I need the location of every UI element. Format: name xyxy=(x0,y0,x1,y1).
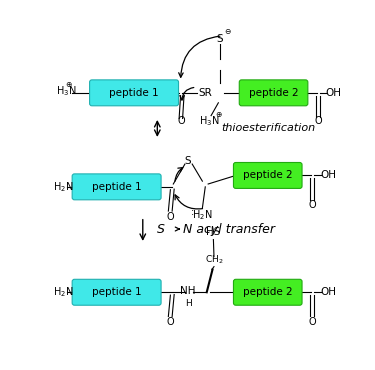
FancyBboxPatch shape xyxy=(72,174,161,200)
Text: OH: OH xyxy=(320,171,336,181)
FancyBboxPatch shape xyxy=(72,279,161,305)
Text: O: O xyxy=(309,317,316,327)
Text: H$_3$N: H$_3$N xyxy=(56,84,76,98)
FancyBboxPatch shape xyxy=(234,162,302,188)
Text: SR: SR xyxy=(198,88,212,98)
Text: O: O xyxy=(309,201,316,211)
Text: ⊖: ⊖ xyxy=(224,27,230,36)
Text: peptide 1: peptide 1 xyxy=(92,182,141,192)
Text: peptide 2: peptide 2 xyxy=(249,88,298,98)
FancyBboxPatch shape xyxy=(90,80,178,106)
Text: H$_2$N: H$_2$N xyxy=(53,285,73,299)
Text: peptide 2: peptide 2 xyxy=(243,171,292,181)
Text: OH: OH xyxy=(326,88,342,98)
Text: :: : xyxy=(190,208,194,218)
Text: peptide 1: peptide 1 xyxy=(109,88,159,98)
Text: O: O xyxy=(177,116,184,126)
Text: S: S xyxy=(158,223,165,236)
Text: H$_2$N: H$_2$N xyxy=(192,208,213,222)
Text: ⊕: ⊕ xyxy=(66,80,72,90)
Text: NH: NH xyxy=(180,286,196,296)
Text: ⊕: ⊕ xyxy=(215,110,222,119)
Text: HS: HS xyxy=(206,228,220,238)
Text: thioesterification: thioesterification xyxy=(221,124,315,134)
Text: O: O xyxy=(166,212,174,222)
Text: peptide 1: peptide 1 xyxy=(92,287,141,297)
Text: S: S xyxy=(184,156,191,166)
Text: S: S xyxy=(216,34,223,44)
Text: N acyl transfer: N acyl transfer xyxy=(183,223,276,236)
Text: CH$_2$: CH$_2$ xyxy=(205,253,223,266)
Text: O: O xyxy=(315,116,322,126)
Text: H: H xyxy=(185,299,192,308)
Text: O: O xyxy=(166,317,174,327)
FancyBboxPatch shape xyxy=(234,279,302,305)
Text: OH: OH xyxy=(320,287,336,297)
Text: H$_3$N: H$_3$N xyxy=(200,114,220,128)
Text: H$_2$N: H$_2$N xyxy=(53,180,73,194)
Text: peptide 2: peptide 2 xyxy=(243,287,292,297)
FancyBboxPatch shape xyxy=(239,80,308,106)
